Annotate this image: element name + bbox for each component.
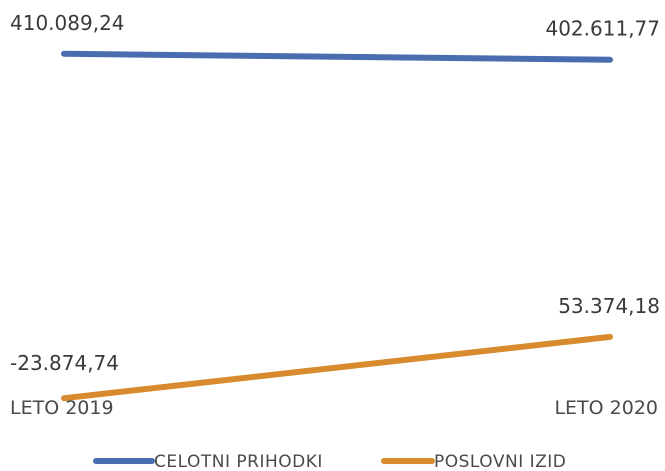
- legend-label-celotni-prihodki: CELOTNI PRIHODKI: [154, 452, 323, 471]
- data-label-celotni-prihodki-2019: 410.089,24: [10, 11, 125, 35]
- data-label-celotni-prihodki-2020: 402.611,77: [545, 17, 660, 41]
- data-label-poslovni-izid-2020: 53.374,18: [558, 294, 660, 318]
- legend: CELOTNI PRIHODKI POSLOVNI IZID: [93, 452, 566, 471]
- legend-label-poslovni-izid: POSLOVNI IZID: [434, 452, 566, 471]
- x-tick-label-2019: LETO 2019: [10, 397, 114, 419]
- series-layer: [61, 50, 613, 402]
- series-line-celotni-prihodki: [61, 50, 613, 63]
- x-tick-label-2020: LETO 2020: [554, 397, 658, 419]
- series-line-poslovni-izid: [61, 333, 613, 402]
- data-label-layer: 410.089,24 402.611,77 -23.874,74 53.374,18: [10, 11, 660, 375]
- data-label-poslovni-izid-2019: -23.874,74: [10, 351, 119, 375]
